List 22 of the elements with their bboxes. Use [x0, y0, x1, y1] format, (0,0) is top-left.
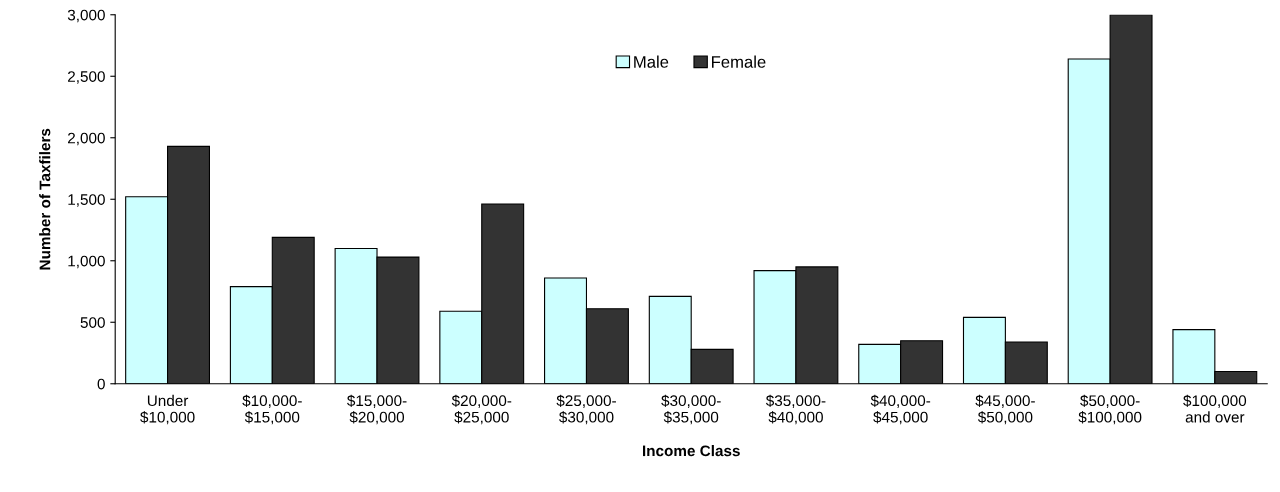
- x-tick-label: $25,000- $30,000: [556, 394, 616, 425]
- y-tick-label: 1,000: [68, 255, 105, 269]
- y-tick-label: 2,500: [68, 71, 105, 84]
- y-tick-label: 500: [80, 317, 105, 328]
- y-tick-label: 3,000: [67, 9, 105, 23]
- y-tick-label: 1,500: [68, 194, 105, 207]
- x-tick-label: $10,000- $15,000: [242, 394, 302, 425]
- x-axis-title: Income Class: [642, 445, 740, 457]
- x-tick-label: $45,000- $50,000: [975, 394, 1035, 425]
- x-tick-label: $30,000- $35,000: [661, 394, 721, 425]
- legend-label: Male: [634, 55, 669, 68]
- y-axis-title: Number of Taxfilers: [39, 128, 51, 270]
- x-tick-label: $20,000- $25,000: [451, 394, 512, 425]
- x-tick-label: $50,000- $100,000: [1078, 394, 1142, 425]
- x-tick-label: Under $10,000: [140, 394, 195, 425]
- y-tick-label: 2,000: [68, 132, 105, 146]
- x-tick-label: $40,000- $45,000: [870, 394, 931, 425]
- x-tick-label: $100,000 and over: [1183, 394, 1247, 423]
- legend-label: Female: [712, 55, 766, 68]
- y-tick-label: 0: [97, 378, 105, 390]
- x-tick-label: $35,000- $40,000: [765, 394, 826, 425]
- x-tick-label: $15,000- $20,000: [347, 394, 407, 425]
